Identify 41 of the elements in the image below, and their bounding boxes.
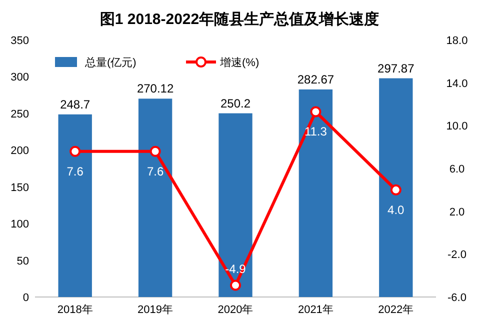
x-tick-label: 2018年 [57,304,93,316]
x-tick-label: 2021年 [298,304,334,316]
legend-label: 总量(亿元) [84,56,136,69]
point [150,146,161,157]
data-label: 282.67 [297,72,334,86]
bar [138,98,172,297]
y-tick-label: 0 [22,292,29,304]
y-tick-label: 200 [10,145,29,158]
bar [58,114,92,297]
y-tick-label: 100 [10,218,29,231]
point [230,280,241,291]
chart-title: 图1 2018-2022年随县生产总值及增长速度 [100,10,380,28]
data-label: 7.6 [66,164,84,178]
point [70,146,81,157]
data-label: 297.87 [378,61,415,76]
point [310,106,322,118]
x-tick-label: 2022年 [378,304,414,316]
y2-tick-label: 10.0 [446,120,468,133]
data-label: 250.2 [220,96,251,110]
x-tick-label: 2020年 [218,304,254,316]
bar [379,78,413,297]
bar [298,89,333,297]
y-tick-label: 250 [10,108,29,120]
y2-tick-label: -6.0 [448,292,466,304]
bar [218,113,252,297]
y-tick-label: 300 [10,72,29,84]
y2-tick-label: 18.0 [446,35,468,47]
y-tick-label: 150 [10,182,29,194]
data-label: 248.7 [60,97,90,112]
y2-tick-label: 6.0 [449,164,465,176]
y2-tick-label: 14.0 [446,78,468,90]
y-tick-label: 350 [10,35,29,47]
data-label: 270.12 [136,82,174,96]
y-tick-label: 50 [16,255,29,268]
legend-label: 增速(%) [219,56,260,69]
y2-tick-label: 2.0 [449,206,465,218]
point [390,184,402,196]
data-label: 4.0 [388,202,405,217]
data-label: 7.6 [146,164,164,178]
x-tick-label: 2019年 [138,304,174,316]
y2-tick-label: -2.0 [448,249,466,262]
